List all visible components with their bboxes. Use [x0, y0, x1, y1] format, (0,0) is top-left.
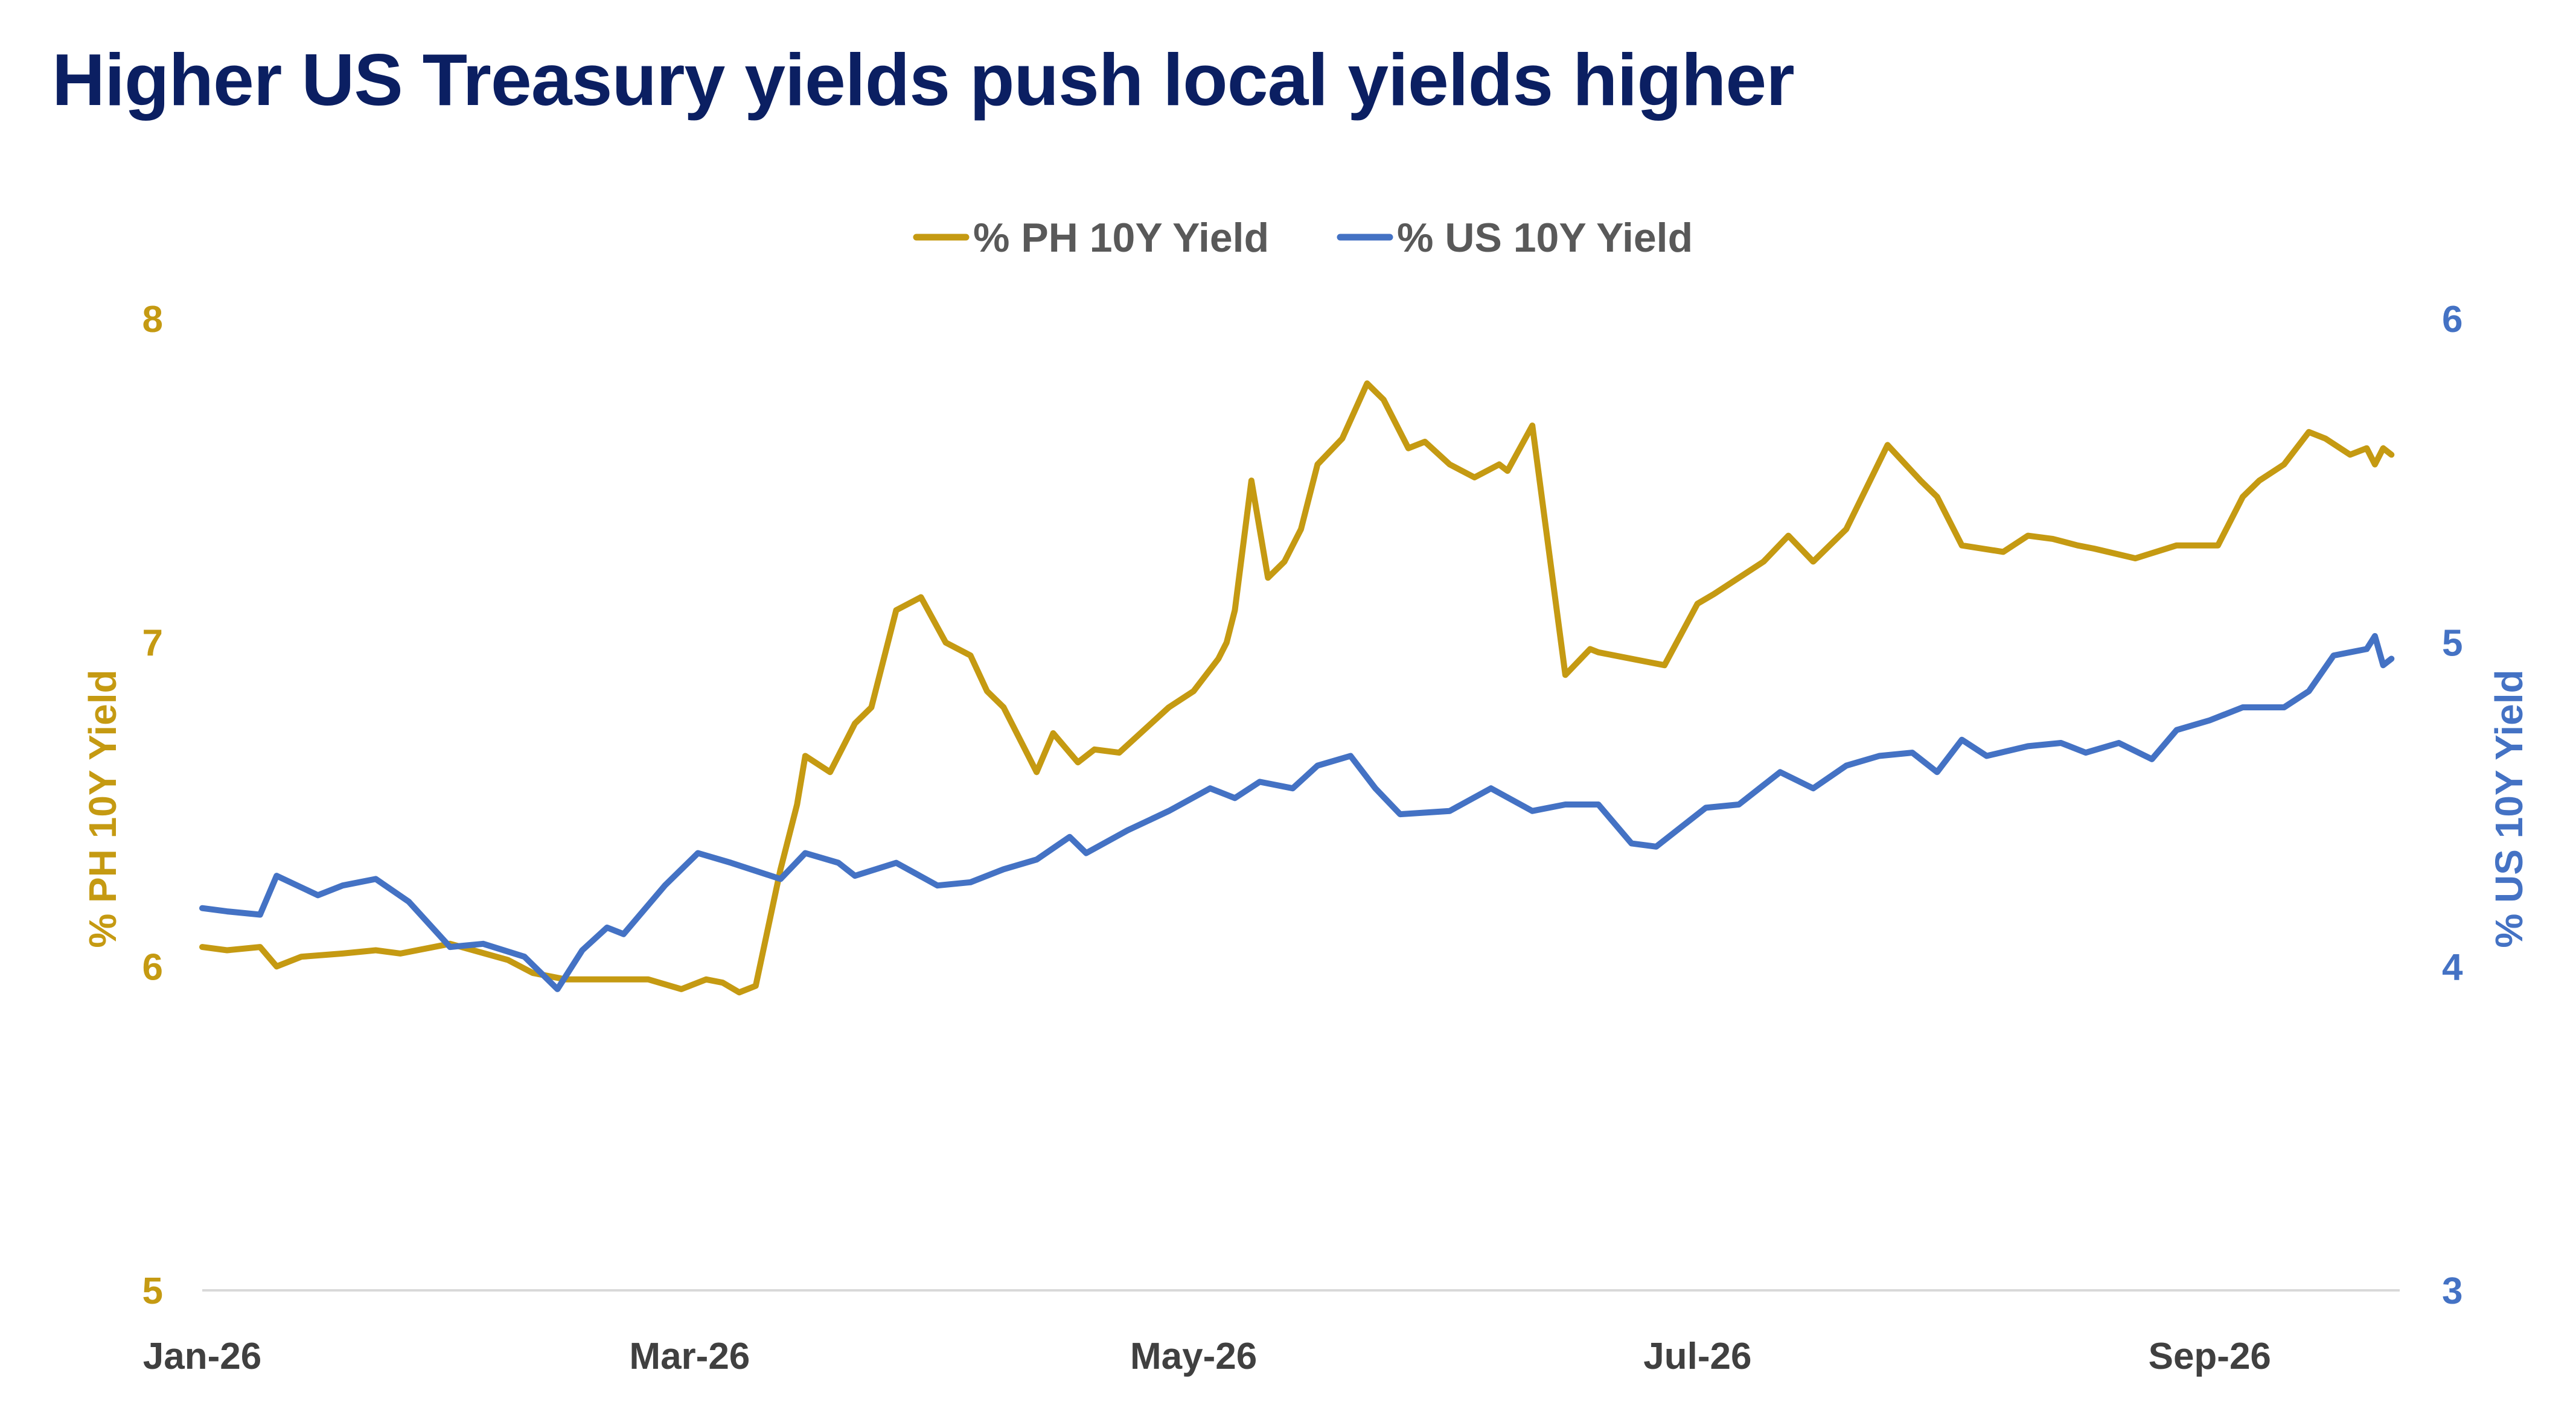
y-right-tick-label: 4 [2442, 946, 2463, 988]
y-right-tick-label: 6 [2442, 299, 2463, 340]
y-left-tick-label: 6 [142, 946, 163, 988]
y-axis-left-label: % PH 10Y Yield [81, 669, 124, 948]
legend-ph-label: % PH 10Y Yield [973, 215, 1269, 261]
y-left-tick-label: 7 [142, 623, 163, 664]
x-axis-ticks: Jan-26 Mar-26 May-26 Jul-26 Sep-26 [143, 1336, 2271, 1377]
x-tick-label: Jul-26 [1643, 1336, 1751, 1377]
y-axis-left-ticks: 5 6 7 8 [142, 299, 163, 1312]
y-left-tick-label: 5 [142, 1270, 163, 1312]
y-right-tick-label: 5 [2442, 623, 2463, 664]
series-line-ph-10y [199, 380, 2395, 996]
legend-us-label: % US 10Y Yield [1397, 215, 1693, 261]
y-axis-right-ticks: 3 4 5 6 [2442, 299, 2463, 1312]
y-left-tick-label: 8 [142, 299, 163, 340]
x-tick-label: May-26 [1130, 1336, 1257, 1377]
x-tick-label: Sep-26 [2149, 1336, 2271, 1377]
x-tick-label: Jan-26 [143, 1336, 261, 1377]
series-layer [199, 380, 2395, 996]
x-tick-label: Mar-26 [629, 1336, 750, 1377]
y-right-tick-label: 3 [2442, 1270, 2463, 1312]
chart-title: Higher US Treasury yields push local yie… [52, 39, 1795, 121]
series-line-us-10y [199, 632, 2395, 992]
y-axis-right-label: % US 10Y Yield [2487, 669, 2531, 948]
legend: % PH 10Y Yield % US 10Y Yield [913, 215, 1693, 261]
